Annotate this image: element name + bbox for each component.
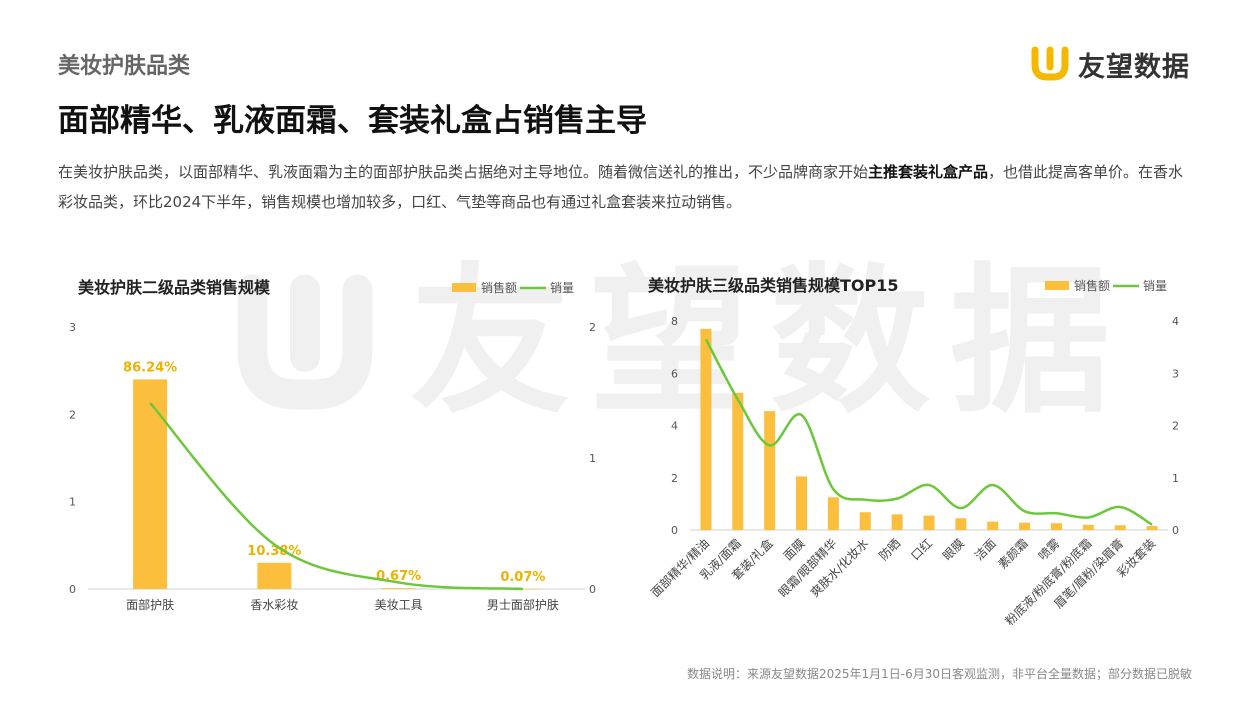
bar: [987, 521, 999, 530]
y-right-tick: 0: [1172, 524, 1179, 537]
legend-swatch-bar: [452, 283, 476, 292]
data-label: 0.07%: [500, 570, 545, 585]
x-tick-label: 防晒: [876, 536, 904, 564]
bar: [1019, 522, 1031, 530]
legend-label-bar: 销售额: [1074, 278, 1110, 293]
page-title: 面部精华、乳液面霜、套装礼盒占销售主导: [58, 103, 647, 139]
legend-swatch-bar: [1045, 281, 1069, 290]
y-left-tick: 0: [671, 524, 678, 537]
bar: [1146, 526, 1158, 530]
desc-highlight: 主推套装礼盒产品: [868, 163, 989, 181]
y-right-tick: 3: [1172, 367, 1179, 380]
series-line: [704, 338, 1153, 526]
bar: [1050, 523, 1062, 530]
x-tick-label: 面部护肤: [126, 597, 174, 612]
x-tick-label: 口红: [908, 536, 936, 564]
y-left-tick: 2: [671, 472, 678, 485]
chart-title: 美妆护肤三级品类销售规模TOP15: [648, 276, 899, 295]
y-left-tick: 1: [69, 496, 76, 509]
chart-tertiary-category-top15: 美妆护肤三级品类销售规模TOP15 销售额 销量0246801234面部精华/精油乳…: [648, 276, 1179, 628]
bar: [381, 588, 416, 589]
bar: [732, 392, 744, 530]
y-left-tick: 0: [69, 583, 76, 596]
data-source-note: 数据说明：来源友望数据2025年1月1日-6月30日客观监测，非平台全量数据；部…: [686, 667, 1192, 681]
y-right-tick: 1: [1172, 472, 1179, 485]
bar: [133, 379, 168, 589]
x-tick-label: 眼膜: [940, 536, 967, 563]
data-label: 86.24%: [123, 360, 177, 375]
desc-text-2: ，也借此提高客单价。在香水彩妆品类，环比2024下半年，销售规模也增加较多，口红…: [58, 163, 1184, 211]
y-right-tick: 2: [589, 321, 596, 334]
section-category: 美妆护肤品类: [58, 54, 191, 79]
bar: [923, 515, 935, 530]
chart-title: 美妆护肤二级品类销售规模: [78, 278, 271, 297]
bar: [764, 411, 776, 530]
bar: [1114, 525, 1126, 530]
logo-text: 友望数据: [1078, 51, 1190, 83]
bar: [955, 518, 967, 530]
bar: [700, 328, 712, 530]
bar: [827, 497, 839, 530]
y-right-tick: 1: [589, 452, 596, 465]
x-tick-label: 喷雾: [1036, 536, 1063, 563]
y-left-tick: 8: [671, 315, 678, 328]
legend-label-bar: 销售额: [481, 280, 517, 295]
data-label: 10.38%: [247, 544, 301, 559]
logo-icon: [1031, 46, 1069, 81]
bar: [257, 562, 292, 589]
x-tick-label: 素颜霜: [995, 536, 1031, 572]
x-tick-label: 面膜: [781, 536, 808, 563]
y-left-tick: 6: [671, 367, 678, 380]
x-tick-label: 美妆工具: [375, 598, 423, 612]
bar: [1082, 524, 1094, 530]
bar: [891, 514, 903, 530]
y-left-tick: 4: [671, 420, 678, 433]
legend-label-line: 销量: [550, 281, 574, 295]
y-right-tick: 0: [589, 583, 596, 596]
page-description: 在美妆护肤品类，以面部精华、乳液面霜为主的面部护肤品类占据绝对主导地位。随着微信…: [58, 157, 1198, 217]
y-left-tick: 3: [69, 321, 76, 334]
x-tick-label: 香水彩妆: [250, 598, 298, 612]
y-right-tick: 4: [1172, 315, 1179, 328]
bar: [796, 476, 808, 530]
y-left-tick: 2: [69, 408, 76, 421]
x-tick-label: 男士面部护肤: [487, 597, 559, 612]
series-line: [149, 402, 523, 591]
y-right-tick: 2: [1172, 420, 1179, 433]
brand-logo: 友望数据: [1030, 44, 1190, 84]
chart-secondary-category: 美妆护肤二级品类销售规模 销售额 销量012301286.24%10.38%0.67…: [69, 278, 596, 612]
bar: [505, 588, 540, 590]
x-tick-label: 洁面: [972, 536, 999, 563]
legend-label-line: 销量: [1143, 279, 1167, 293]
desc-text-1: 在美妆护肤品类，以面部精华、乳液面霜为主的面部护肤品类占据绝对主导地位。随着微信…: [58, 163, 869, 181]
bar: [859, 512, 871, 530]
